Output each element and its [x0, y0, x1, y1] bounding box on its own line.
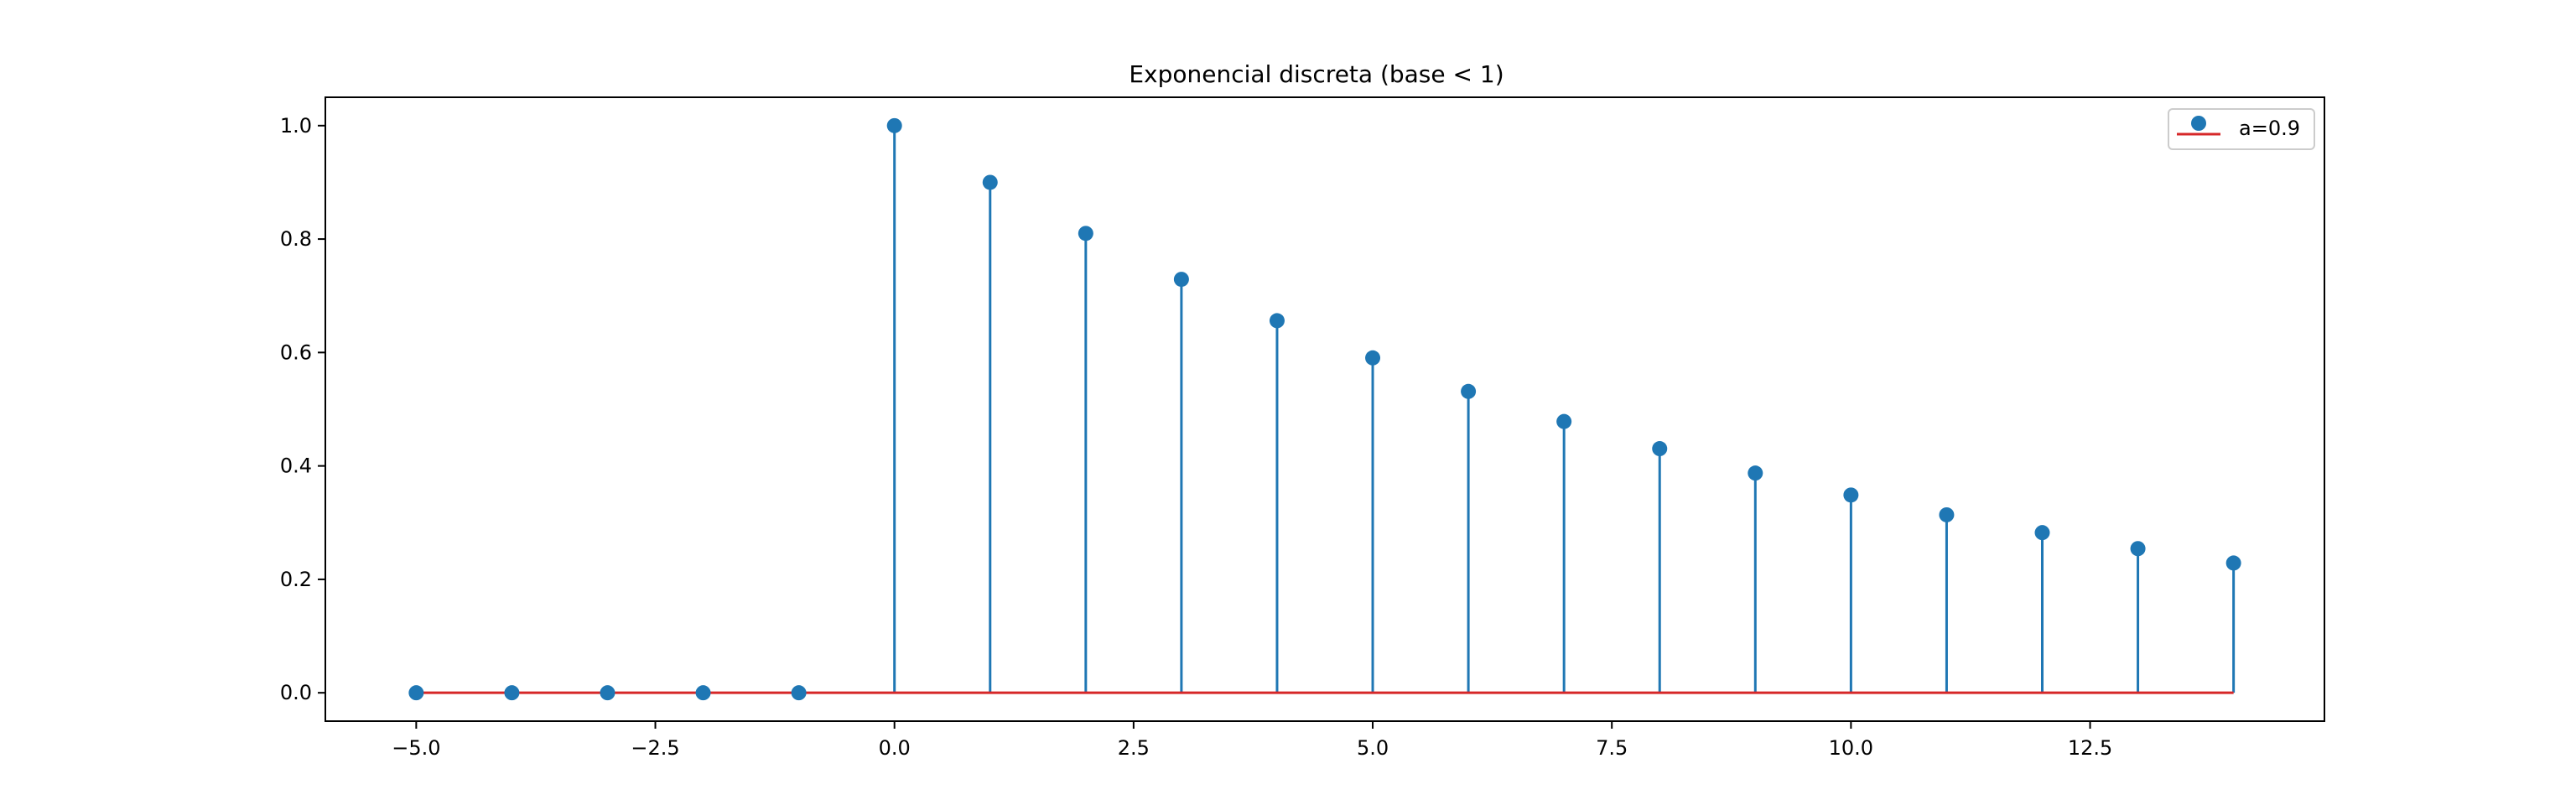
y-tick-label-5: 1.0	[280, 114, 312, 138]
stem-marker-18	[2130, 541, 2146, 557]
stem-marker-3	[695, 685, 711, 701]
stem-marker-12	[1556, 413, 1572, 429]
stem-marker-17	[2034, 525, 2050, 541]
x-tick-label-5: 7.5	[1596, 736, 1628, 760]
x-tick-label-7: 12.5	[2068, 736, 2112, 760]
x-tick-label-3: 2.5	[1118, 736, 1150, 760]
legend-marker-icon	[2191, 116, 2206, 131]
stem-marker-2	[600, 685, 615, 701]
stem-marker-19	[2225, 555, 2241, 571]
stem-marker-14	[1748, 465, 1763, 481]
stem-marker-7	[1078, 226, 1093, 242]
y-tick-label-0: 0.0	[280, 681, 312, 704]
y-tick-label-3: 0.6	[280, 340, 312, 364]
stem-marker-16	[1939, 506, 1955, 522]
stem-marker-10	[1365, 350, 1381, 366]
x-tick-label-2: 0.0	[879, 736, 911, 760]
stem-marker-13	[1652, 441, 1668, 457]
stem-marker-15	[1843, 487, 1859, 503]
stem-marker-11	[1461, 383, 1477, 399]
stem-marker-5	[886, 117, 902, 133]
y-tick-label-4: 0.8	[280, 227, 312, 251]
x-tick-label-4: 5.0	[1357, 736, 1389, 760]
x-tick-label-1: −2.5	[631, 736, 679, 760]
x-tick-label-6: 10.0	[1829, 736, 1873, 760]
stem-marker-6	[982, 174, 998, 190]
stem-marker-0	[408, 685, 424, 701]
legend-label: a=0.9	[2239, 117, 2300, 140]
stem-marker-8	[1173, 272, 1189, 288]
plot-frame	[325, 96, 2325, 722]
stem-marker-4	[791, 685, 807, 701]
y-tick-label-1: 0.2	[280, 568, 312, 591]
x-tick-label-0: −5.0	[392, 736, 440, 760]
chart-title: Exponencial discreta (base < 1)	[1129, 60, 1504, 88]
legend-box	[2168, 108, 2315, 150]
stem-marker-9	[1269, 313, 1285, 329]
y-tick-label-2: 0.4	[280, 454, 312, 478]
stem-marker-1	[504, 685, 520, 701]
